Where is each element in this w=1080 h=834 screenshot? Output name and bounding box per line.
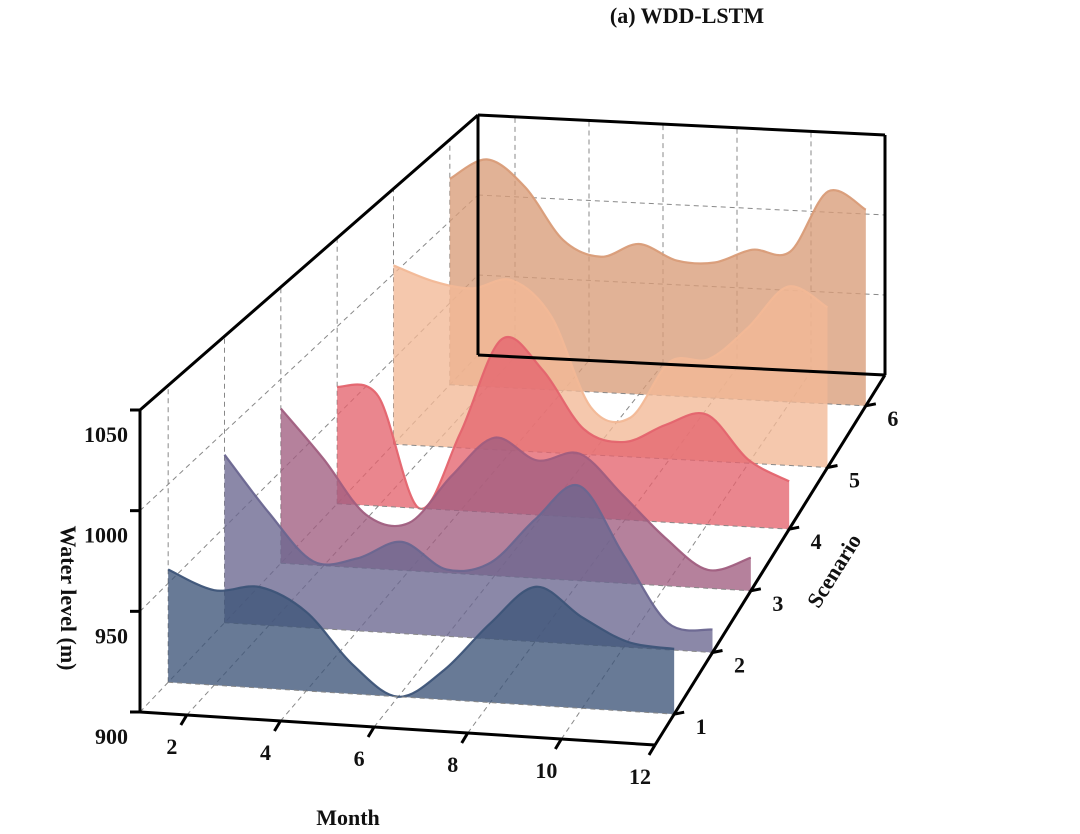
ridge-line [393,264,829,424]
ridge-line [336,336,790,510]
z-tick [673,710,685,716]
x-tick [647,744,657,756]
box [130,113,887,756]
x-tick-label: 12 [629,764,651,789]
x-tick-label: 2 [166,734,177,759]
ridge-line [279,407,752,572]
x-tick [179,714,189,726]
axis-edge [139,710,656,747]
z-tick [750,587,762,593]
z-tick-label: 3 [772,591,783,616]
ridge-base [168,681,675,715]
y-axis-label: Water level (m) [56,526,81,671]
z-tick [712,649,723,654]
ridge-area [168,569,675,715]
ridge-area [224,454,713,653]
z-tick [827,464,838,469]
ridges [167,158,867,715]
ridge-line [167,568,675,698]
axis-edge [477,353,886,377]
x-tick [460,732,470,744]
z-tick [865,402,877,408]
y-tick-label: 950 [95,623,128,648]
x-tick-label: 8 [447,752,458,777]
x-axis-label: Month [316,805,380,830]
y-tick-label: 900 [95,724,128,749]
x-tick-label: 4 [260,740,271,765]
x-tick [273,720,282,732]
z-tick-label: 5 [849,468,860,493]
z-tick-label: 2 [734,653,745,678]
z-tick-label: 4 [811,529,822,554]
y-tick-label: 1050 [84,422,128,447]
ridge-line [223,454,713,632]
z-tick-label: 6 [887,406,898,431]
chart-title: (a) WDD-LSTM [610,3,764,28]
x-tick-label: 10 [535,758,557,783]
y-tick-label: 1000 [84,523,128,548]
axis-edge [477,113,886,137]
x-tick-label: 6 [354,746,365,771]
axis-edge [653,374,887,746]
ridge-line [449,158,867,265]
z-tick [788,525,800,531]
x-tick [366,726,376,738]
x-tick [554,738,563,750]
axis-edge [139,113,479,412]
z-tick-label: 1 [696,714,707,739]
grid-line [477,194,886,216]
